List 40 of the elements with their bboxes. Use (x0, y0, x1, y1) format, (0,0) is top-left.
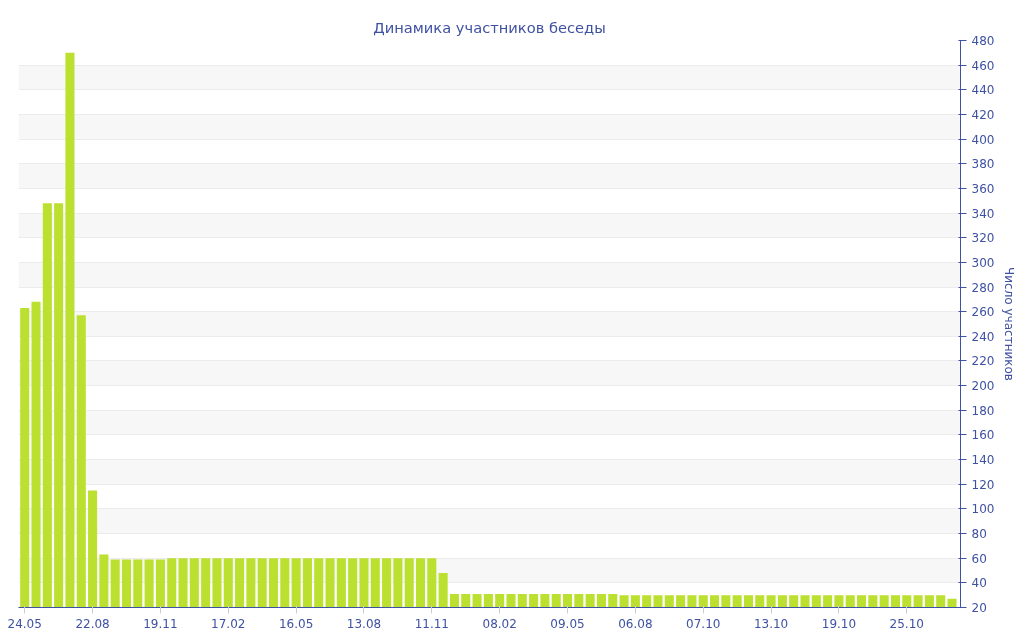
x-tick-label: 08.02 (482, 616, 517, 631)
x-tick-label: 07.10 (686, 616, 721, 631)
y-tick-label: 340 (971, 206, 995, 221)
x-tick-label: 11.11 (414, 616, 450, 631)
y-tick-label: 80 (971, 527, 987, 542)
y-tick-label: 300 (971, 255, 995, 270)
y-tick-label: 400 (971, 132, 995, 147)
y-tick-label: 420 (971, 107, 995, 122)
y-tick-label: 60 (971, 551, 987, 566)
y-tick-label: 200 (971, 379, 995, 394)
x-tick-label: 19.10 (821, 616, 857, 631)
y-tick-label: 40 (971, 576, 987, 591)
y-tick-label: 260 (971, 305, 995, 320)
x-tick-label: 13.10 (753, 616, 789, 631)
x-tick-label: 22.08 (75, 616, 110, 631)
y-tick-label: 320 (971, 231, 995, 246)
x-tick-label: 24.05 (7, 616, 42, 631)
y-tick-label: 280 (971, 280, 995, 295)
y-tick-label: 160 (971, 428, 995, 443)
x-tick-label: 19.11 (143, 616, 178, 631)
chart-title: Динамика участников беседы (373, 18, 606, 36)
x-tick-label: 13.08 (346, 616, 382, 631)
y-tick-label: 240 (971, 329, 995, 344)
y-tick-label: 20 (971, 601, 987, 615)
y-tick-label: 100 (971, 502, 995, 517)
x-tick-label: 17.02 (211, 616, 246, 631)
y-tick-label: 360 (971, 181, 995, 196)
y-tick-label: 140 (971, 453, 995, 468)
y-tick-label: 460 (971, 58, 995, 73)
y-tick-label: 380 (971, 157, 995, 172)
x-tick-label: 25.10 (889, 616, 924, 631)
x-tick-label: 16.05 (278, 616, 314, 631)
y-tick-label: 440 (971, 83, 995, 98)
y-tick-label: 220 (971, 354, 995, 369)
y-tick-label: 120 (971, 477, 995, 492)
x-tick-label: 09.05 (550, 616, 585, 631)
y-tick-label: 480 (971, 34, 995, 48)
y-tick-label: 180 (971, 403, 995, 418)
y-axis-title: Число участников (1002, 267, 1017, 381)
x-tick-label: 06.08 (618, 616, 653, 631)
